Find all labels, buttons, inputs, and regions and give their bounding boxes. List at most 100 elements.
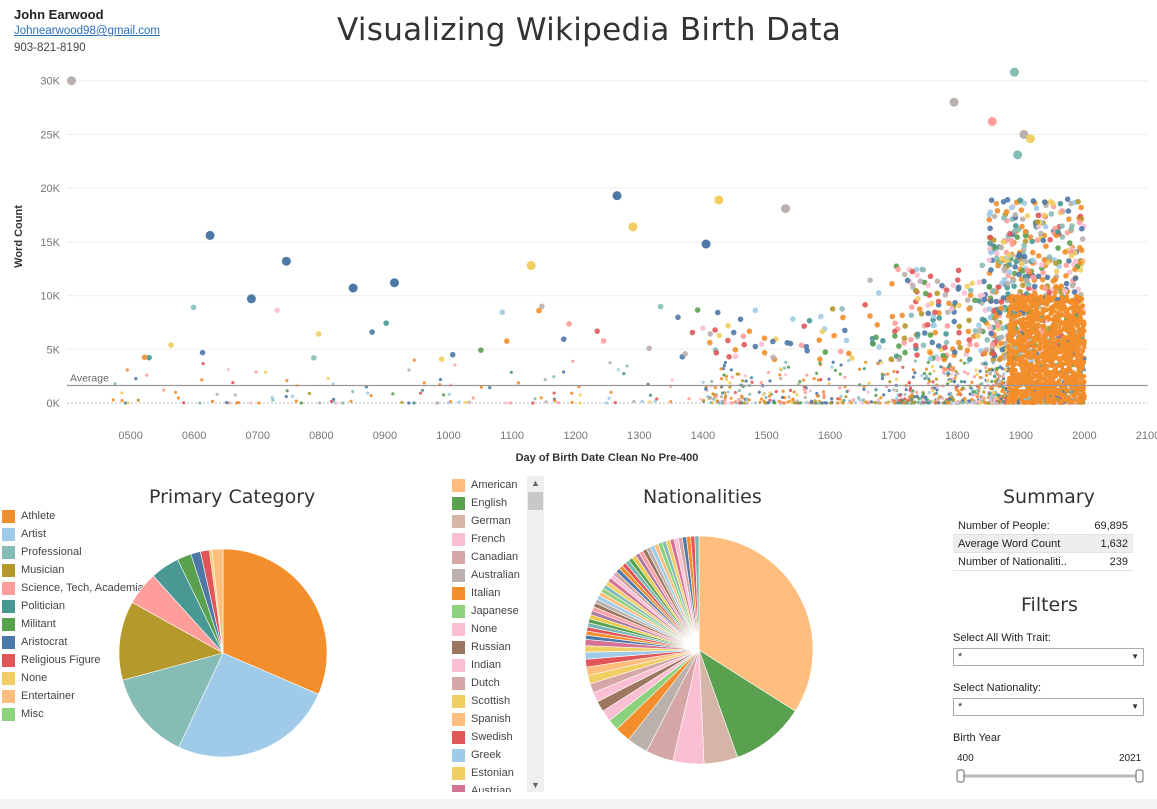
scatter-point — [570, 400, 574, 405]
scatter-point — [1034, 295, 1040, 300]
legend-item[interactable]: Australian — [452, 566, 543, 584]
scatter-point — [978, 369, 982, 373]
legend-label: Science, Tech, Academia — [21, 582, 144, 594]
scatter-point — [1071, 315, 1076, 321]
scatter-point — [976, 279, 983, 286]
legend-item[interactable]: French — [452, 530, 543, 548]
scatter-point — [844, 395, 848, 399]
legend-item[interactable]: Italian — [452, 584, 543, 602]
birth-year-slider[interactable] — [953, 766, 1148, 786]
legend-item[interactable]: Russian — [452, 638, 543, 656]
scatter-point — [733, 390, 737, 395]
pie-slice — [118, 601, 224, 681]
scatter-point — [1058, 283, 1065, 289]
legend-label: Entertainer — [21, 690, 75, 702]
y-axis-title: Word Count — [13, 205, 25, 268]
legend-item[interactable]: Politician — [2, 597, 144, 615]
trait-filter-select[interactable]: * ▼ — [953, 648, 1144, 666]
scatter-chart[interactable]: 0K 5K 10K 15K 20K 25K 30K 0500 0600 0700 0800 0900 1… — [0, 60, 1157, 465]
scatter-point — [556, 401, 560, 405]
scatter-point — [231, 381, 235, 385]
legend-item[interactable]: English — [452, 494, 543, 512]
scatter-point — [930, 322, 936, 329]
legend-item[interactable]: Religious Figure — [2, 651, 144, 669]
legend-item[interactable]: Swedish — [452, 728, 543, 746]
legend-item[interactable]: Aristocrat — [2, 633, 144, 651]
scatter-point — [987, 234, 994, 241]
nationality-filter-select[interactable]: * ▼ — [953, 698, 1144, 716]
scatter-point — [1066, 240, 1073, 246]
scatter-point — [822, 390, 826, 394]
scatter-point — [902, 323, 908, 329]
scatter-point — [1028, 349, 1034, 355]
scatter-point — [205, 230, 215, 240]
legend-item[interactable]: Japanese — [452, 602, 543, 620]
scatter-point — [994, 207, 1001, 214]
scatter-point — [809, 400, 813, 405]
scatter-point — [986, 306, 993, 312]
scatter-point — [1079, 296, 1085, 302]
legend-label: Scottish — [471, 695, 511, 707]
scatter-point — [892, 320, 898, 326]
scatter-point — [1030, 274, 1037, 281]
scatter-point — [720, 391, 725, 395]
legend-item[interactable]: None — [2, 669, 144, 687]
nationalities-pie-chart[interactable] — [579, 530, 819, 770]
legend-item[interactable]: Artist — [2, 525, 144, 543]
scatter-point — [899, 312, 905, 319]
legend-item[interactable]: American — [452, 476, 543, 494]
legend-item[interactable]: Entertainer — [2, 687, 144, 705]
legend-swatch — [452, 676, 465, 690]
scatter-point — [950, 376, 955, 381]
legend-item[interactable]: Austrian — [452, 782, 543, 792]
category-pie-chart[interactable] — [108, 538, 338, 768]
scatter-point — [987, 371, 991, 375]
scatter-point — [927, 273, 934, 280]
scatter-point — [1042, 315, 1048, 321]
legend-item[interactable]: Dutch — [452, 674, 543, 692]
scatter-point — [407, 368, 411, 372]
scatter-point — [995, 262, 1001, 269]
scroll-up-icon[interactable]: ▲ — [531, 478, 540, 488]
scatter-point — [944, 323, 951, 329]
legend-item[interactable]: Musician — [2, 561, 144, 579]
scatter-point — [1061, 325, 1067, 331]
scrollbar-thumb[interactable] — [528, 492, 543, 510]
legend-item[interactable]: Professional — [2, 543, 144, 561]
scatter-point — [942, 344, 948, 351]
legend-item[interactable]: Indian — [452, 656, 543, 674]
scatter-point — [952, 380, 956, 384]
scatter-point — [1073, 358, 1079, 364]
legend-item[interactable]: Spanish — [452, 710, 543, 728]
legend-item[interactable]: Canadian — [452, 548, 543, 566]
scatter-point — [845, 390, 849, 394]
scatter-point — [1070, 389, 1074, 394]
x-tick-label: 0600 — [182, 430, 206, 442]
author-email-link[interactable]: Johnearwood98@gmail.com — [14, 25, 160, 37]
legend-item[interactable]: Athlete — [2, 507, 144, 525]
legend-label: German — [471, 515, 511, 527]
scatter-point — [987, 392, 991, 396]
scatter-point — [950, 372, 954, 376]
nationality-legend-scrollbar[interactable]: ▲ ▼ — [527, 476, 544, 792]
author-info: John Earwood Johnearwood98@gmail.com 903… — [14, 6, 160, 57]
scatter-point — [724, 394, 728, 398]
scatter-point — [1015, 329, 1021, 335]
legend-label: Professional — [21, 546, 82, 558]
legend-item[interactable]: Greek — [452, 746, 543, 764]
scatter-point — [1007, 333, 1013, 339]
scatter-point — [1052, 289, 1058, 296]
scatter-point — [982, 390, 986, 394]
legend-item[interactable]: None — [452, 620, 543, 638]
legend-item[interactable]: Estonian — [452, 764, 543, 782]
legend-item[interactable]: Militant — [2, 615, 144, 633]
legend-item[interactable]: German — [452, 512, 543, 530]
scatter-point — [898, 398, 902, 403]
legend-item[interactable]: Misc — [2, 705, 144, 723]
legend-item[interactable]: Scottish — [452, 692, 543, 710]
scatter-point — [578, 401, 582, 405]
scroll-down-icon[interactable]: ▼ — [531, 780, 540, 790]
scatter-point — [901, 271, 908, 278]
scatter-point — [561, 370, 566, 374]
legend-item[interactable]: Science, Tech, Academia — [2, 579, 144, 597]
